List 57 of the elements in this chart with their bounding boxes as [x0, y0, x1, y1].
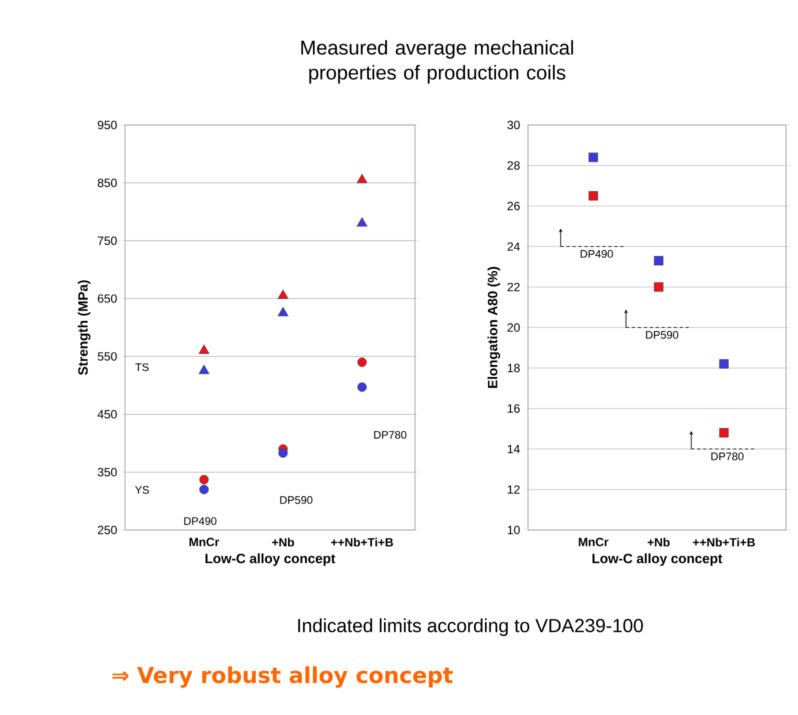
y-tick-label: 12: [508, 485, 520, 494]
point: [278, 289, 288, 299]
point: [654, 256, 664, 266]
annotation: DP490: [184, 517, 216, 525]
x-tick-label: +Nb: [648, 538, 670, 547]
y-tick-label: 16: [508, 404, 520, 413]
point: [356, 174, 368, 184]
point: [588, 191, 598, 201]
annotation: TS: [135, 363, 149, 372]
y-tick-label: 22: [508, 282, 520, 292]
y-tick-label: 450: [98, 410, 117, 419]
point: [719, 359, 729, 369]
y-tick-label: 24: [508, 242, 520, 251]
y-tick-label: 14: [508, 444, 520, 454]
y-tick-label: 250: [98, 526, 117, 534]
x-tick-label: MnCr: [190, 538, 220, 546]
ref-line-label: DP780: [711, 452, 744, 460]
y-tick-label: 550: [98, 352, 117, 361]
point: [357, 357, 367, 367]
point: [198, 344, 210, 354]
y-tick-label: 28: [508, 161, 520, 170]
point: [654, 282, 664, 292]
point: [278, 448, 288, 458]
chart-title: Measured average mechanical properties of production coils: [301, 40, 573, 84]
text: Indicated limits according to VDA239-100: [298, 618, 643, 636]
annotation: DP590: [280, 496, 312, 504]
point: [356, 217, 368, 227]
y-tick-label: 26: [508, 202, 520, 210]
y-tick-label: 18: [508, 364, 520, 372]
point: [357, 382, 367, 392]
point: [719, 428, 729, 438]
annotation: YS: [135, 486, 149, 494]
x-axis-title: Low-C alloy concept: [592, 553, 722, 566]
point: [198, 364, 210, 374]
point: [199, 474, 209, 484]
ref-line-label: DP490: [580, 250, 613, 258]
y-tick-label: 750: [98, 236, 117, 245]
point: [199, 484, 209, 494]
point: [278, 306, 288, 316]
y-tick-label: 30: [507, 120, 520, 130]
y-tick-label: 20: [508, 323, 520, 332]
y-tick-label: 850: [98, 178, 117, 188]
text: ⇒ Very robust alloy concept: [112, 666, 453, 688]
y-tick-label: 350: [98, 468, 117, 476]
y-tick-label: 10: [508, 526, 520, 534]
y-tick-label: 650: [98, 294, 117, 303]
point: [588, 152, 598, 162]
y-axis-title: Elongation A80 (%): [487, 266, 500, 388]
x-axis-title: Low-C alloy concept: [206, 553, 336, 566]
x-tick-label: ++Nb+Ti+B: [331, 538, 393, 547]
annotation: DP780: [374, 430, 406, 439]
y-axis-title: Strength (MPa): [78, 280, 90, 375]
ref-line-label: DP590: [646, 331, 678, 339]
x-tick-label: +Nb: [272, 538, 294, 547]
y-tick-label: 950: [98, 120, 117, 130]
x-tick-label: ++Nb+Ti+B: [693, 538, 755, 547]
x-tick-label: MnCr: [578, 538, 608, 546]
